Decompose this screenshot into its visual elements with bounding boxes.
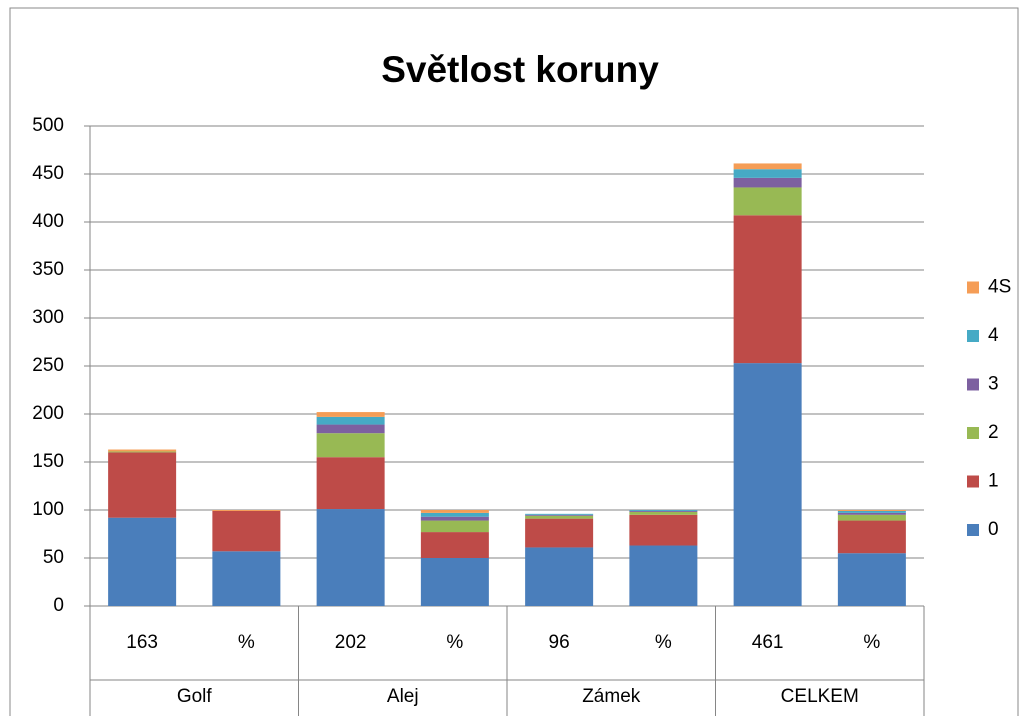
y-tick-label: 200 [32,403,64,424]
bar-segment [525,515,594,519]
bar-segment [420,520,489,533]
bar-segment [629,510,698,512]
bar-segment [733,363,802,606]
x-tick-label: % [863,632,880,653]
bar-segment [420,510,489,513]
chart-border [9,7,1019,716]
y-tick-label: 350 [32,259,64,280]
bar-segment [837,520,906,554]
bar-segment [212,510,281,552]
bar-segment [629,510,698,511]
bar-segment [837,514,906,521]
bar-segment [420,558,489,606]
bar-segment [733,169,802,178]
bar-segment [525,547,594,606]
bar-segment [420,512,489,517]
bar-segment [837,510,906,511]
bar-segment [212,551,281,606]
y-tick-label: 100 [32,499,64,520]
legend-label: 1 [988,471,999,492]
group-label: Alej [387,686,419,707]
group-label: Golf [177,686,213,707]
chart-title: Světlost koruny [381,49,659,90]
bar-segment [733,177,802,188]
bar-segment [316,424,385,434]
legend-label: 3 [988,374,999,395]
legend-label: 2 [988,422,999,443]
legend-label: 4 [988,325,999,346]
bar-segment [733,187,802,216]
bar-segment [316,433,385,458]
x-tick-label: 163 [126,632,158,653]
group-label: CELKEM [781,686,859,707]
bar-segment [316,457,385,510]
legend-swatch [967,475,979,488]
bar-segment [837,510,906,513]
y-tick-label: 150 [32,451,64,472]
bar-segment [629,514,698,546]
legend-swatch [967,427,979,439]
legend-swatch [967,378,979,391]
y-tick-label: 450 [32,163,64,184]
legend-swatch [967,524,979,536]
bar-segment [108,452,177,518]
y-tick-label: 400 [32,211,64,232]
legend-swatch [967,330,979,342]
bar-segment [212,510,281,511]
legend-swatch [967,281,979,294]
x-tick-label: 202 [335,632,367,653]
legend-label: 0 [988,519,999,540]
group-label: Zámek [582,686,641,707]
bar-segment [525,514,594,516]
x-tick-label: % [446,632,463,653]
x-tick-label: % [238,632,255,653]
bar-segment [733,215,802,364]
bar-segment [108,449,177,452]
legend-label: 4S [988,277,1011,298]
bar-segment [525,513,594,515]
bar-segment [525,518,594,548]
bar-segment [316,412,385,417]
x-tick-label: % [655,632,672,653]
y-tick-label: 500 [32,115,64,136]
bar-segment [629,545,698,606]
bar-segment [837,512,906,515]
bar-segment [733,163,802,170]
bar-segment [316,416,385,425]
bar-segment [108,451,177,453]
bar-segment [316,509,385,606]
y-tick-label: 250 [32,355,64,376]
x-tick-label: 461 [752,632,784,653]
y-tick-label: 50 [43,547,64,568]
bar-segment [420,516,489,521]
bar-segment [420,532,489,558]
y-tick-label: 300 [32,307,64,328]
x-tick-label: 96 [549,632,570,653]
bar-segment [108,517,177,606]
bar-segment [629,511,698,515]
bar-segment [837,553,906,606]
y-tick-label: 0 [53,595,64,616]
